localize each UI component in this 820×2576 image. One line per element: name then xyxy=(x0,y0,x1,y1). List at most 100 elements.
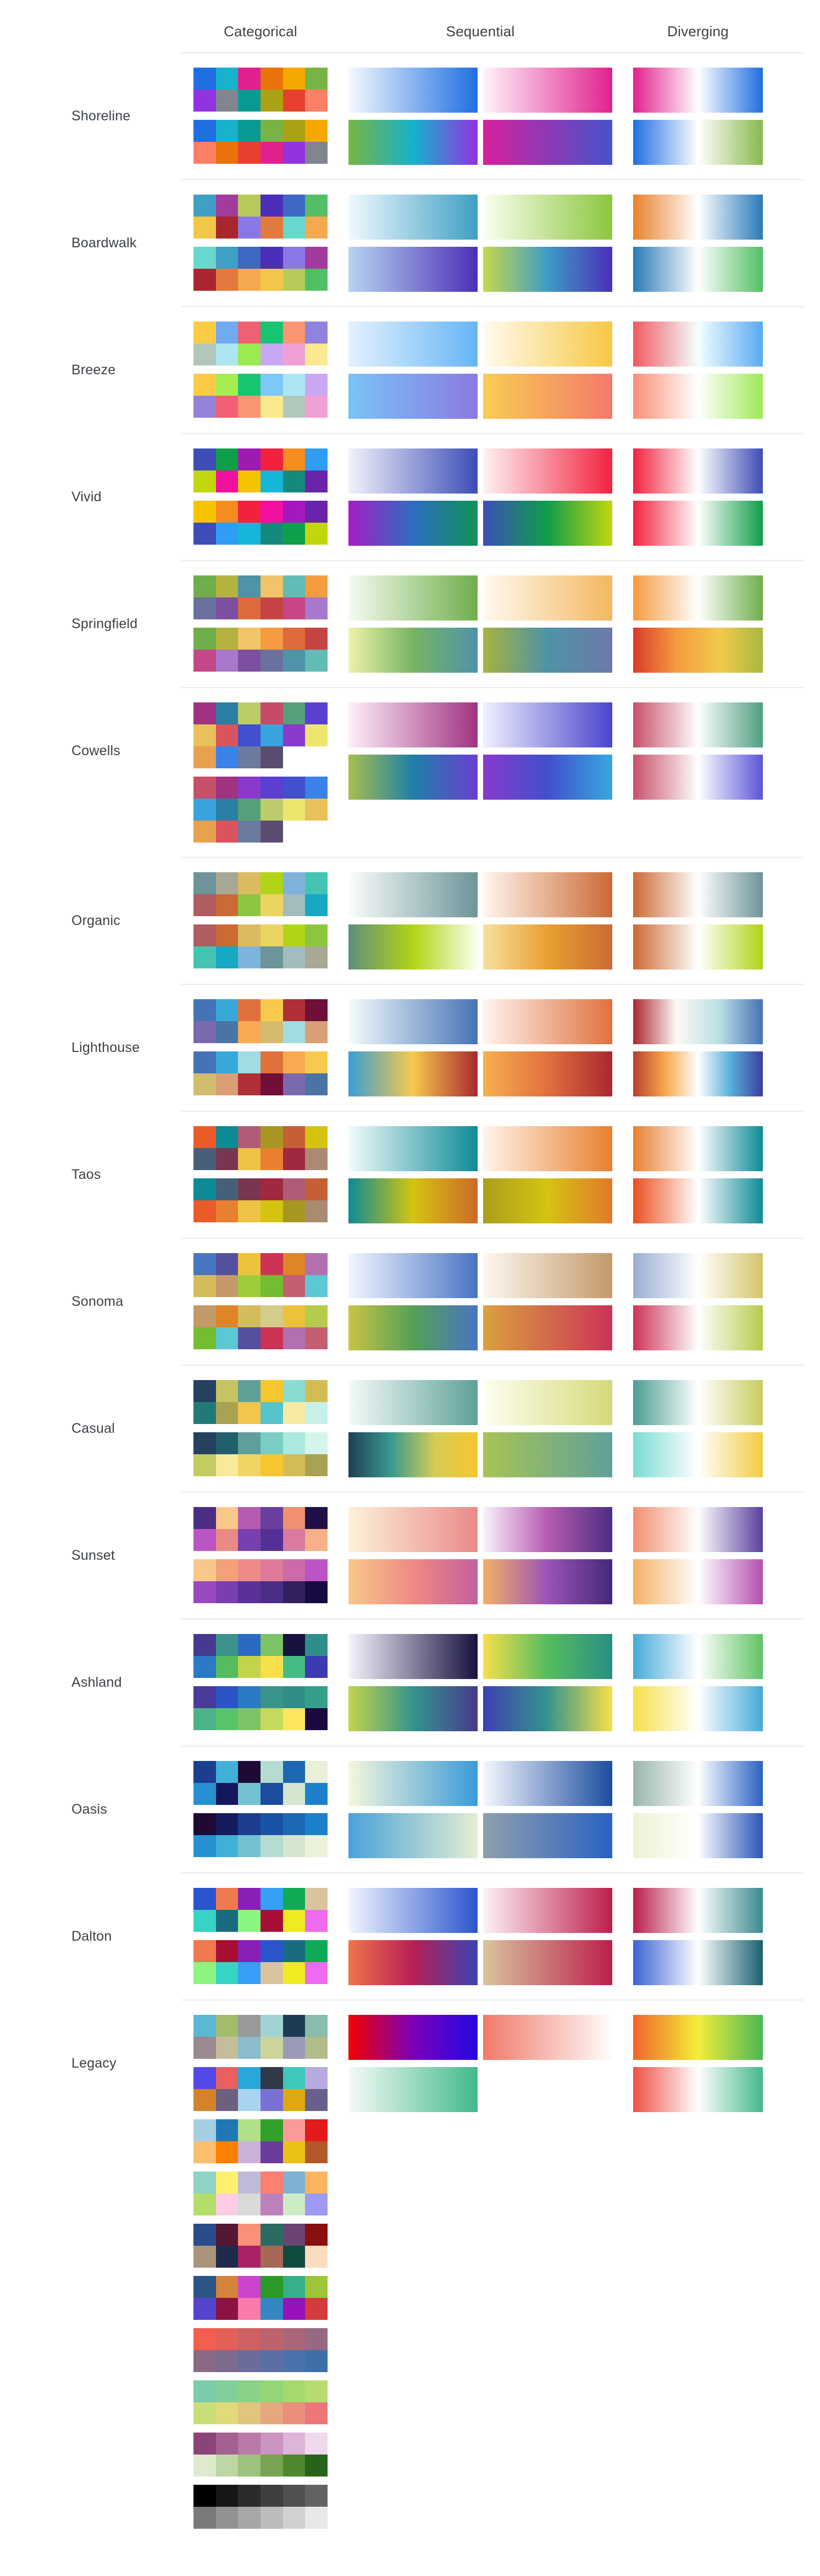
color-swatch xyxy=(215,2433,239,2455)
color-swatch xyxy=(193,448,216,470)
diverging-gradient xyxy=(633,195,763,240)
color-swatch xyxy=(305,575,328,597)
theme-label: Legacy xyxy=(71,2056,117,2071)
color-swatch xyxy=(193,2141,216,2163)
color-swatch xyxy=(261,1940,283,1962)
color-swatch xyxy=(282,1962,306,1984)
color-swatch xyxy=(238,2433,261,2455)
categorical-palette-4 xyxy=(193,2171,328,2215)
color-swatch xyxy=(238,2119,261,2141)
color-swatch xyxy=(282,1253,306,1275)
theme-row-shoreline: Shoreline xyxy=(0,53,820,179)
color-swatch xyxy=(282,396,306,418)
color-swatch xyxy=(305,2328,328,2350)
color-swatch xyxy=(282,1761,306,1783)
color-swatch xyxy=(193,746,216,768)
diverging-gradient xyxy=(633,1813,763,1858)
color-swatch xyxy=(305,628,328,650)
diverging-gradient xyxy=(633,1432,763,1477)
color-swatch xyxy=(238,650,261,672)
sequential-row-2 xyxy=(348,120,612,165)
color-swatch xyxy=(282,470,306,492)
color-swatch xyxy=(215,2015,239,2037)
categorical-palette-9 xyxy=(193,2433,328,2477)
diverging-gradient xyxy=(633,68,763,113)
color-swatch xyxy=(261,946,283,968)
color-swatch xyxy=(215,2455,239,2477)
color-swatch xyxy=(193,1021,216,1043)
theme-row-boardwalk: Boardwalk xyxy=(0,180,820,306)
row-separator xyxy=(181,1746,804,1747)
sequential-row-1 xyxy=(348,448,612,494)
color-swatch xyxy=(282,322,306,344)
color-swatch xyxy=(261,2067,283,2089)
sequential-gradients xyxy=(348,1253,612,1350)
color-swatch xyxy=(261,1021,283,1043)
row-separator xyxy=(181,306,804,307)
color-swatch xyxy=(261,1962,283,1984)
color-swatch xyxy=(305,2507,328,2529)
color-swatch xyxy=(193,269,216,291)
color-swatch xyxy=(215,2089,239,2111)
color-swatch xyxy=(305,2350,328,2372)
color-swatch xyxy=(305,1178,328,1200)
diverging-gradients xyxy=(633,1761,763,1858)
categorical-palette-2 xyxy=(193,2067,328,2111)
color-swatch xyxy=(193,322,216,344)
sequential-gradient xyxy=(348,448,478,494)
color-swatch xyxy=(193,1529,216,1551)
color-swatch xyxy=(238,821,261,843)
sequential-gradient xyxy=(348,120,478,165)
categorical-palette-7 xyxy=(193,2328,328,2372)
sequential-gradient xyxy=(348,575,478,621)
color-swatch xyxy=(193,1940,216,1962)
color-swatch xyxy=(215,2119,239,2141)
color-swatch xyxy=(215,1507,239,1529)
color-swatch xyxy=(282,702,306,724)
color-swatch xyxy=(215,650,239,672)
color-swatch xyxy=(193,195,216,217)
color-swatch xyxy=(261,1051,283,1073)
color-swatch xyxy=(238,501,261,523)
row-separator xyxy=(181,687,804,688)
color-swatch xyxy=(261,1454,283,1476)
color-swatch xyxy=(193,2015,216,2037)
diverging-gradient xyxy=(633,1686,763,1731)
categorical-palette-2 xyxy=(193,1051,328,1095)
color-swatch xyxy=(282,1148,306,1170)
color-swatch xyxy=(215,1073,239,1095)
color-swatch xyxy=(215,1327,239,1349)
color-swatch xyxy=(215,1402,239,1424)
column-headers: Categorical Sequential Diverging xyxy=(0,15,820,52)
sequential-gradient xyxy=(348,999,478,1044)
sequential-gradient xyxy=(483,1051,612,1096)
color-swatch xyxy=(215,501,239,523)
color-swatch xyxy=(282,946,306,968)
color-swatch xyxy=(261,724,283,746)
color-swatch xyxy=(193,2455,216,2477)
color-swatch xyxy=(238,2089,261,2111)
sequential-gradient xyxy=(348,1761,478,1806)
color-swatch xyxy=(238,2276,261,2298)
color-swatch xyxy=(282,1305,306,1327)
sequential-gradient xyxy=(483,1432,612,1477)
sequential-row-1 xyxy=(348,1126,612,1171)
color-swatch xyxy=(282,1126,306,1148)
sequential-row-2 xyxy=(348,1686,612,1731)
theme-label-cell: Sunset xyxy=(71,1507,173,1604)
theme-label-cell: Legacy xyxy=(71,2015,173,2112)
color-swatch xyxy=(261,448,283,470)
color-swatch xyxy=(282,1888,306,1910)
color-swatch xyxy=(261,821,283,843)
color-swatch xyxy=(238,777,261,799)
color-swatch xyxy=(282,247,306,269)
color-swatch xyxy=(261,2171,283,2193)
color-swatch xyxy=(238,1529,261,1551)
color-swatch xyxy=(282,2067,306,2089)
color-swatch xyxy=(282,448,306,470)
sequential-gradient xyxy=(348,2015,478,2060)
color-swatch xyxy=(282,1327,306,1349)
color-swatch xyxy=(193,999,216,1021)
color-swatch xyxy=(215,1656,239,1678)
color-swatch xyxy=(193,1962,216,1984)
